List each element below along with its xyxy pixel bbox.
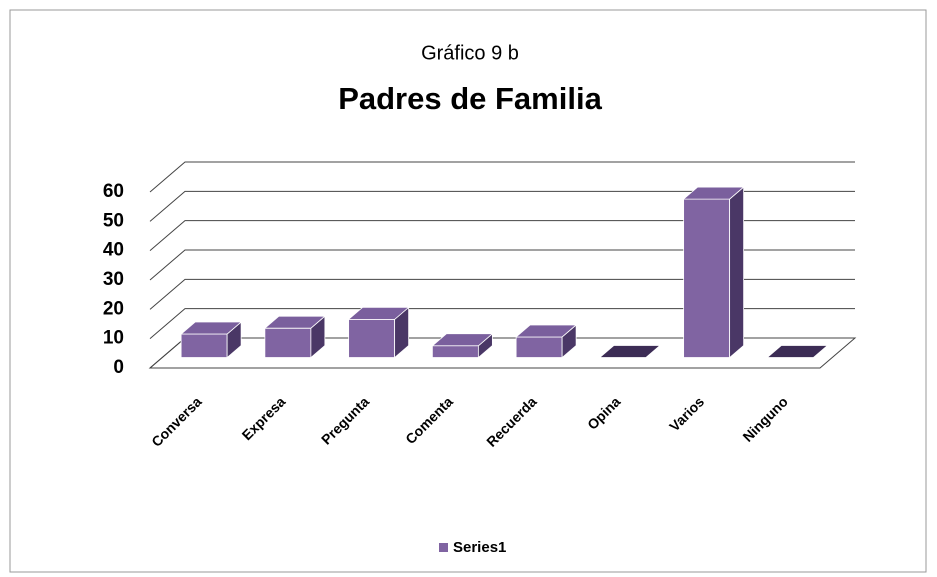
bar-front (180, 333, 228, 358)
grid-line (149, 308, 855, 340)
bar (682, 186, 745, 359)
chart-frame (9, 9, 927, 573)
bar-front (683, 198, 731, 358)
y-tick-label: 0 (113, 357, 124, 378)
bar-top (766, 345, 829, 358)
chart-subtitle: Padres de Familia (338, 81, 602, 116)
grid-line (149, 161, 855, 193)
y-tick-label: 60 (103, 181, 124, 202)
bar (263, 315, 326, 359)
bar-top (598, 345, 661, 358)
bar (347, 306, 410, 359)
bar-top (180, 321, 243, 335)
y-tick-label: 30 (103, 269, 124, 290)
grid-line (149, 249, 855, 281)
bar (598, 345, 661, 358)
chart-title: Gráfico 9 b (421, 42, 519, 64)
grid-line (149, 278, 855, 310)
bar-top (682, 186, 745, 200)
bar (515, 324, 578, 359)
floor (148, 337, 857, 369)
bar-top (347, 306, 410, 320)
bar-front (264, 327, 312, 358)
y-tick-label: 10 (103, 328, 124, 349)
bar-front (431, 345, 479, 358)
legend-swatch (439, 543, 448, 552)
y-tick-label: 40 (103, 240, 124, 261)
bar (180, 321, 243, 359)
legend-label: Series1 (453, 539, 506, 556)
bar-side (729, 186, 745, 359)
bar-front (515, 336, 563, 358)
grid-line (149, 190, 855, 222)
bar-top (515, 324, 578, 338)
bar-front (348, 318, 396, 358)
y-tick-label: 50 (103, 210, 124, 231)
bar (431, 332, 494, 359)
bar (766, 345, 829, 358)
bar-top (263, 315, 326, 329)
y-tick-label: 20 (103, 298, 124, 319)
bar-top (431, 333, 494, 347)
grid-line (149, 220, 855, 252)
